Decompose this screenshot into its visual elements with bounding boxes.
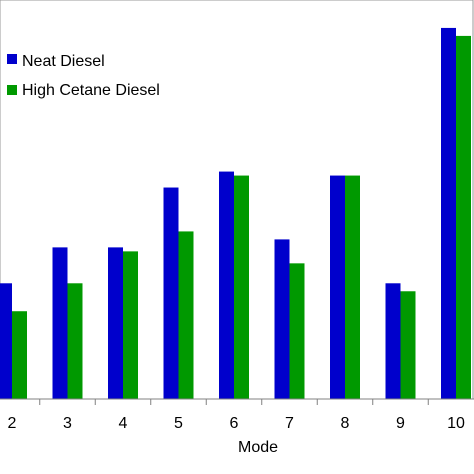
legend-label-high-cetane-diesel: High Cetane Diesel — [22, 82, 160, 99]
x-tick-label-9: 9 — [396, 415, 405, 432]
bars-group — [0, 27, 471, 400]
bar-high-cetane-diesel-mode-10 — [456, 35, 471, 399]
bar-neat-diesel-mode-9 — [385, 283, 401, 399]
legend-swatch-neat-diesel — [7, 54, 17, 64]
bar-high-cetane-diesel-mode-2 — [12, 311, 27, 399]
bar-high-cetane-diesel-mode-9 — [400, 291, 416, 399]
x-tick-label-2: 2 — [8, 415, 17, 432]
x-tick-label-10: 10 — [447, 415, 465, 432]
x-ticks-group — [39, 399, 429, 405]
x-tick-labels: 2 3 4 5 6 7 8 9 10 — [8, 415, 465, 432]
bar-neat-diesel-mode-7 — [274, 239, 290, 399]
x-tick-label-7: 7 — [285, 415, 294, 432]
bar-neat-diesel-mode-6 — [219, 171, 234, 399]
bar-high-cetane-diesel-mode-5 — [178, 231, 194, 399]
x-axis-title: Mode — [238, 439, 278, 456]
legend: Neat Diesel High Cetane Diesel — [7, 53, 160, 99]
x-tick-label-3: 3 — [63, 415, 72, 432]
bar-high-cetane-diesel-mode-7 — [289, 263, 305, 399]
bar-neat-diesel-mode-4 — [108, 247, 123, 399]
x-tick-label-8: 8 — [341, 415, 350, 432]
bar-high-cetane-diesel-mode-3 — [67, 283, 83, 399]
bar-neat-diesel-mode-8 — [330, 175, 345, 399]
bar-high-cetane-diesel-mode-8 — [345, 175, 360, 399]
legend-swatch-high-cetane-diesel — [7, 85, 17, 95]
bar-high-cetane-diesel-mode-6 — [234, 175, 249, 399]
bar-neat-diesel-mode-3 — [52, 247, 68, 399]
bar-neat-diesel-mode-2 — [0, 283, 12, 399]
x-tick-label-6: 6 — [230, 415, 239, 432]
bar-high-cetane-diesel-mode-4 — [123, 251, 138, 399]
bar-neat-diesel-mode-5 — [163, 187, 179, 399]
x-tick-label-5: 5 — [174, 415, 183, 432]
legend-label-neat-diesel: Neat Diesel — [22, 53, 105, 70]
bar-neat-diesel-mode-10 — [441, 27, 456, 400]
x-tick-label-4: 4 — [119, 415, 128, 432]
